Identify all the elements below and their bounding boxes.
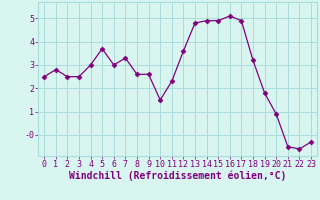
X-axis label: Windchill (Refroidissement éolien,°C): Windchill (Refroidissement éolien,°C) [69, 171, 286, 181]
